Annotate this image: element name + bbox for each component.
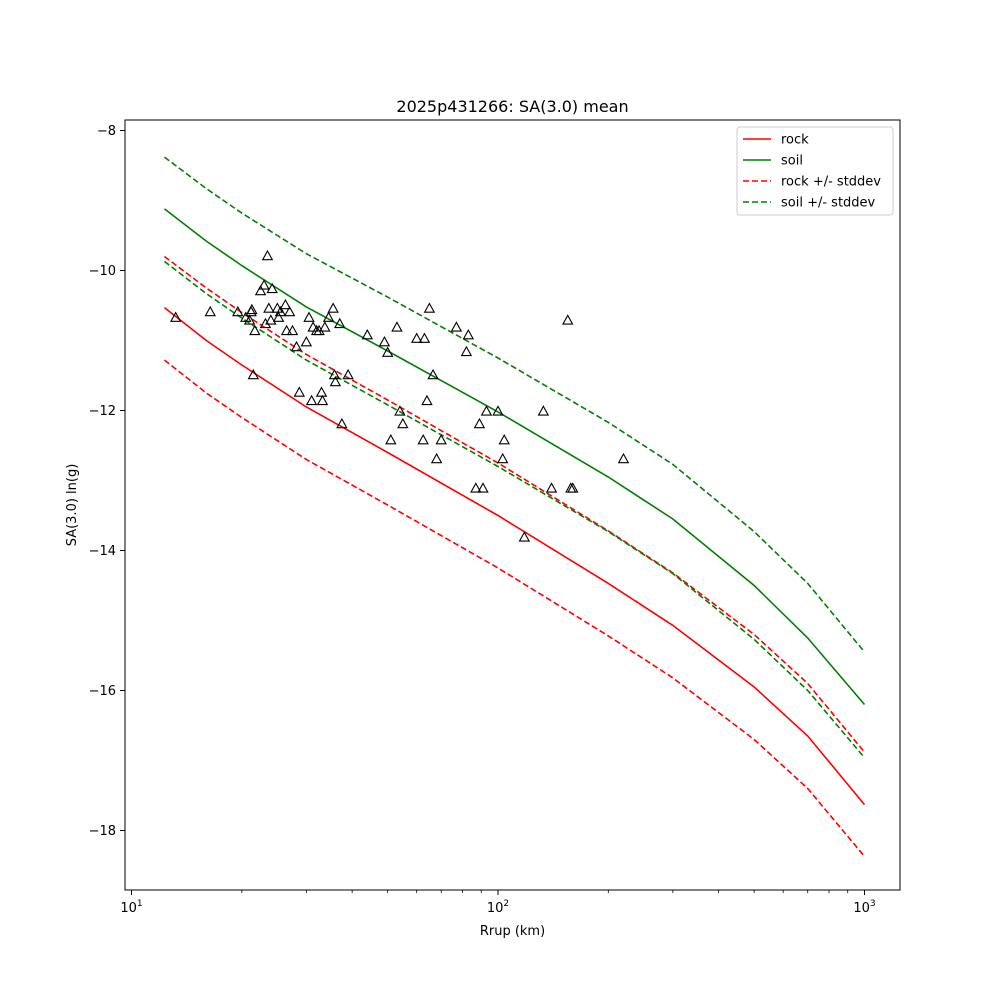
observation-point	[460, 345, 473, 357]
observation-point	[279, 298, 292, 310]
observation-point	[410, 332, 423, 343]
observation-point	[391, 321, 403, 332]
observation-point	[249, 324, 261, 336]
legend-box	[736, 126, 894, 216]
observation-point	[266, 282, 278, 294]
observation-point	[305, 394, 318, 406]
observation-point	[567, 482, 579, 493]
observation-point	[545, 482, 558, 493]
chart-title: 2025p431266: SA(3.0) mean	[396, 97, 628, 116]
observation-point	[537, 405, 550, 416]
observation-point	[272, 311, 285, 322]
y-tick-label: −10	[89, 264, 116, 279]
series-line-0	[163, 306, 866, 806]
observation-point	[498, 433, 510, 445]
observation-point	[259, 317, 272, 329]
observation-point	[263, 302, 275, 313]
observation-point	[232, 305, 244, 317]
observation-point	[327, 302, 339, 313]
series-line-4	[163, 156, 866, 653]
observation-point	[258, 279, 270, 290]
observation-point	[322, 311, 335, 322]
observation-point	[417, 433, 429, 445]
observation-point	[518, 531, 531, 542]
observation-point	[473, 417, 486, 429]
y-tick-label: −14	[89, 544, 116, 559]
observation-point	[378, 335, 391, 347]
observation-point	[265, 314, 277, 325]
observation-point	[397, 417, 409, 429]
y-tick-label: −8	[97, 124, 116, 139]
observation-point	[290, 340, 303, 352]
x-tick-label: 102	[487, 899, 509, 916]
series-line-5	[163, 260, 866, 759]
observation-point	[480, 405, 493, 416]
observation-point	[381, 346, 394, 357]
observation-point	[286, 324, 299, 336]
observation-point	[470, 482, 482, 493]
plot-frame	[124, 119, 901, 891]
x-tick-label: 101	[120, 899, 142, 916]
observation-point	[361, 328, 374, 340]
observation-point	[280, 324, 293, 336]
observation-point	[204, 305, 216, 317]
y-tick-label: −16	[89, 684, 116, 699]
x-tick-label: 103	[853, 899, 875, 916]
observation-point	[477, 482, 489, 493]
observation-point	[247, 368, 260, 380]
legend-entry-label: soil	[781, 154, 803, 169]
observation-point	[303, 311, 315, 322]
observation-point	[169, 311, 182, 322]
observation-point	[307, 321, 319, 332]
y-axis-label: SA(3.0) ln(g)	[65, 464, 80, 547]
observation-point	[427, 368, 439, 380]
observation-point	[300, 335, 313, 347]
observation-point	[334, 317, 346, 329]
series-line-3	[163, 359, 866, 857]
y-axis: −8 −10 −12 −14 −16 −18	[89, 124, 125, 839]
observation-point	[617, 452, 630, 464]
observation-point	[421, 394, 433, 406]
observation-point	[336, 417, 348, 429]
observation-point	[394, 405, 406, 416]
x-axis: 101 102 103	[120, 890, 876, 916]
observation-point	[274, 305, 287, 317]
observation-point	[418, 332, 431, 343]
y-tick-label: −18	[89, 824, 116, 839]
observation-point	[261, 249, 274, 261]
observation-point	[462, 328, 475, 340]
plot-area	[163, 156, 866, 857]
y-tick-label: −12	[89, 404, 116, 419]
series-line-1	[163, 208, 866, 706]
observation-point	[315, 386, 328, 397]
observation-point	[293, 386, 306, 397]
observation-point	[496, 452, 509, 464]
observation-point	[342, 368, 354, 380]
observation-point	[450, 321, 463, 332]
legend: rock soil rock +/- stddev soil +/- stddev	[736, 126, 894, 216]
observation-point	[329, 375, 342, 387]
legend-entry-label: soil +/- stddev	[781, 196, 876, 211]
observation-point	[385, 433, 397, 445]
observation-point	[316, 394, 329, 406]
observation-point	[492, 405, 504, 416]
observation-point	[246, 303, 258, 315]
legend-entry-label: rock +/- stddev	[781, 175, 881, 190]
observation-point	[243, 314, 256, 325]
observation-point	[283, 305, 296, 317]
observation-point	[562, 314, 574, 325]
observation-point	[435, 433, 447, 445]
observation-point	[313, 324, 325, 336]
observation-point	[423, 302, 436, 313]
observation-point	[430, 452, 443, 464]
x-axis-label: Rrup (km)	[480, 924, 545, 939]
legend-entry-label: rock	[781, 133, 809, 148]
observation-point	[254, 284, 267, 296]
observation-point	[319, 321, 331, 332]
